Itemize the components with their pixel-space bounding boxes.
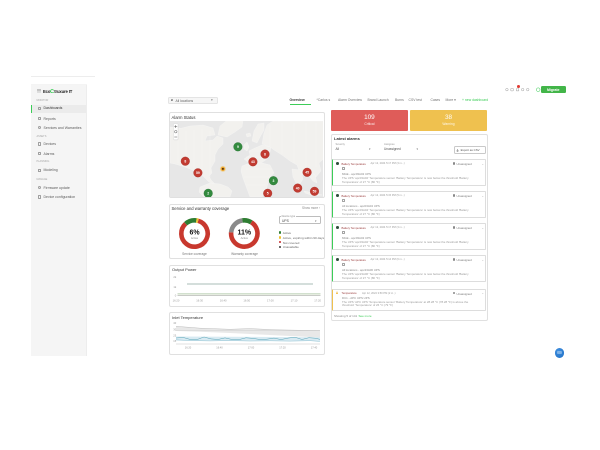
svg-text:17:10: 17:10 — [291, 299, 298, 303]
svg-text:16:50: 16:50 — [243, 299, 250, 303]
svg-text:17:20: 17:20 — [314, 299, 321, 303]
svg-text:16:40: 16:40 — [216, 345, 223, 349]
svg-text:25: 25 — [173, 334, 176, 338]
svg-text:3: 3 — [272, 179, 274, 183]
svg-text:40: 40 — [296, 186, 300, 190]
svg-text:17:00: 17:00 — [267, 299, 274, 303]
svg-text:9: 9 — [237, 145, 239, 149]
svg-text:6%: 6% — [189, 230, 200, 237]
svg-text:5: 5 — [267, 191, 269, 195]
svg-text:8: 8 — [184, 159, 186, 163]
svg-text:11%: 11% — [237, 230, 251, 237]
svg-text:16:20: 16:20 — [173, 299, 180, 303]
svg-text:40: 40 — [173, 321, 176, 325]
svg-text:30: 30 — [173, 328, 176, 332]
svg-text:0: 0 — [175, 293, 177, 297]
svg-text:8: 8 — [264, 152, 266, 156]
svg-text:59: 59 — [312, 189, 316, 193]
svg-text:17:20: 17:20 — [279, 345, 286, 349]
svg-text:43: 43 — [251, 160, 255, 164]
svg-text:Active: Active — [191, 236, 199, 240]
svg-text:15: 15 — [173, 339, 176, 343]
svg-text:2k: 2k — [173, 275, 176, 279]
svg-text:45: 45 — [305, 170, 309, 174]
svg-text:17:00: 17:00 — [248, 345, 255, 349]
svg-text:59: 59 — [196, 171, 200, 175]
svg-text:1k: 1k — [173, 285, 176, 289]
svg-text:16:40: 16:40 — [220, 299, 227, 303]
svg-text:17:40: 17:40 — [311, 345, 318, 349]
svg-text:Active: Active — [241, 236, 249, 240]
svg-text:16:30: 16:30 — [196, 299, 203, 303]
svg-text:2: 2 — [207, 191, 209, 195]
svg-text:16:20: 16:20 — [185, 345, 192, 349]
